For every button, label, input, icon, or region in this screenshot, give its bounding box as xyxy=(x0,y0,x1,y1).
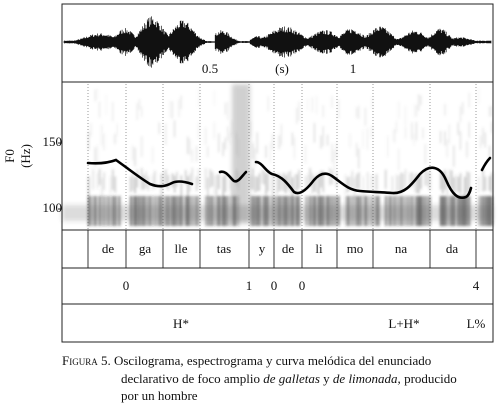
caption-figure-number: 5. xyxy=(100,353,111,368)
caption-text-2e: producido xyxy=(404,370,457,386)
syllable-mo: mo xyxy=(346,241,364,256)
break-index-4: 4 xyxy=(472,278,480,293)
spectrogram-frication xyxy=(62,84,493,224)
figure-caption: Figura 5. Oscilograma, espectrograma y c… xyxy=(62,352,492,405)
break-index-1: 1 xyxy=(245,278,253,293)
y-axis-label: F0 (Hz) xyxy=(2,144,33,168)
f0-segment-3 xyxy=(480,156,492,172)
break-index-0-c: 0 xyxy=(298,278,306,293)
break-index-0-b: 0 xyxy=(270,278,278,293)
f0-segment-1 xyxy=(218,170,248,183)
syllable-li: li xyxy=(315,241,323,256)
syllable-boundaries xyxy=(87,230,477,268)
syllable-ga: ga xyxy=(138,241,152,256)
syllable-de-1: de xyxy=(101,241,115,256)
caption-text-2b: de galletas xyxy=(263,370,320,386)
syllable-y: y xyxy=(258,241,266,256)
f0-segment-0 xyxy=(86,158,194,188)
caption-line-2: declarativo de foco amplio de galletas y… xyxy=(62,370,492,388)
oscillogram-waveform xyxy=(63,16,492,68)
caption-line-3: por un hombre xyxy=(62,387,492,405)
ytick-100: 100 xyxy=(42,200,63,215)
waveform-path xyxy=(63,16,492,68)
caption-figure-label: Figura xyxy=(62,353,98,368)
break-index-0-a: 0 xyxy=(122,278,130,293)
caption-text-1: Oscilograma, espectrograma y curva melód… xyxy=(113,353,432,368)
f0-segment-2 xyxy=(254,160,473,200)
caption-text-3: por un hombre xyxy=(121,388,198,403)
tone-l-percent: L% xyxy=(466,316,486,331)
f0-curve xyxy=(86,156,492,200)
caption-text-2d: de limonada, xyxy=(332,370,401,386)
caption-text-2c: y xyxy=(323,370,330,386)
ytick-150: 150 xyxy=(42,134,63,149)
tone-l-plus-h-star: L+H* xyxy=(388,316,420,331)
time-label-05: 0.5 xyxy=(201,61,219,76)
spectrogram xyxy=(62,84,493,226)
time-label-1: 1 xyxy=(349,61,357,76)
caption-line-1: Figura 5. Oscilograma, espectrograma y c… xyxy=(62,352,492,370)
syllable-tas: tas xyxy=(216,241,232,256)
caption-text-2a: declarativo de foco amplio xyxy=(121,370,260,386)
tone-h-star: H* xyxy=(173,316,189,331)
syllable-de-2: de xyxy=(281,241,295,256)
time-label-unit: (s) xyxy=(275,61,289,76)
syllable-da: da xyxy=(445,241,459,256)
syllable-na: na xyxy=(394,241,408,256)
tier-frame xyxy=(61,229,494,343)
syllable-lle: lle xyxy=(174,241,188,256)
segment-boundary-lines xyxy=(87,84,477,229)
